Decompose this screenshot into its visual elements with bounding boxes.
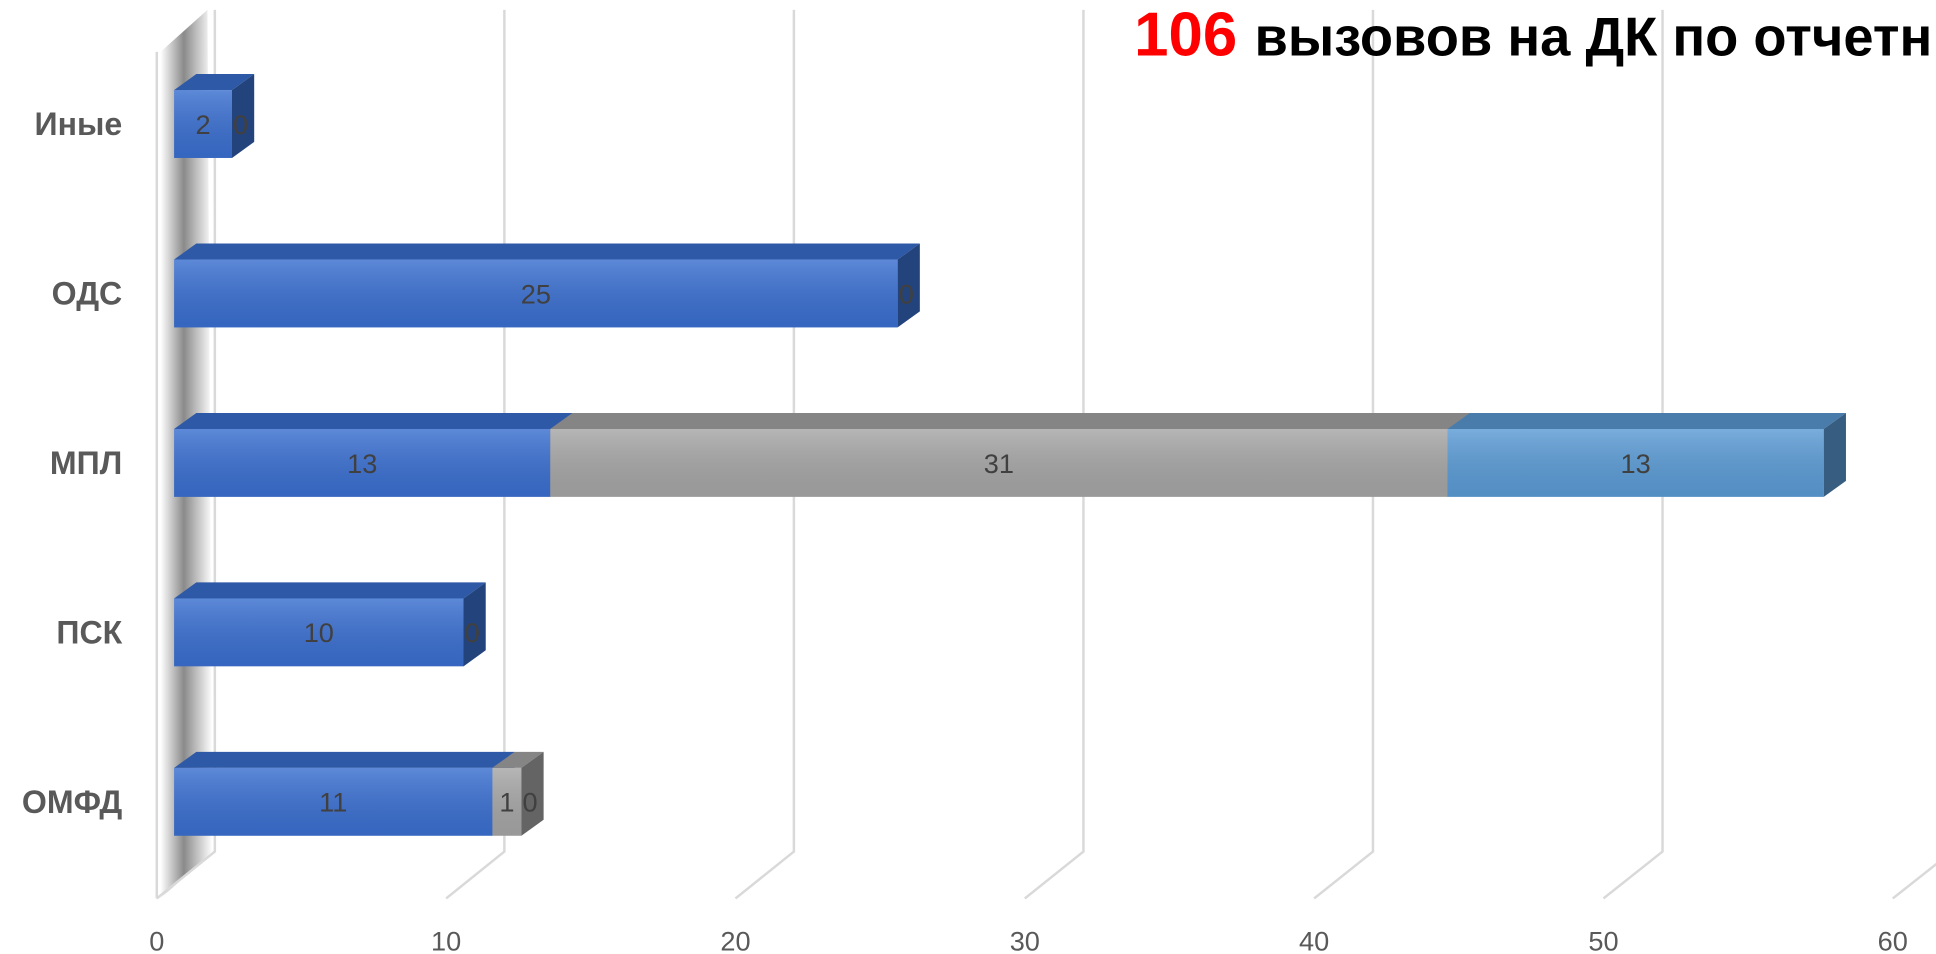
bar-side <box>463 582 486 667</box>
bar-shade <box>550 428 1448 497</box>
grid-line <box>1313 9 1375 900</box>
category-label: ОДС <box>52 276 123 312</box>
value-label: 13 <box>1621 448 1651 479</box>
title-number: 106 <box>1134 1 1237 70</box>
bar-side <box>231 74 255 158</box>
title-text: вызовов на ДК по отчетн <box>1254 7 1932 68</box>
bar-top <box>1447 412 1846 429</box>
value-label: 25 <box>521 278 551 309</box>
bar-top <box>174 74 255 91</box>
category-label: ОМФД <box>22 784 122 820</box>
bar-top <box>550 412 1470 429</box>
x-tick-label: 60 <box>1878 925 1908 954</box>
value-label: 0 <box>522 787 537 818</box>
value-label: 0 <box>465 617 480 648</box>
bar-shade <box>174 428 551 497</box>
value-label: 0 <box>233 109 248 140</box>
bar-shade <box>492 767 522 836</box>
bar-shade <box>1447 428 1824 497</box>
value-label: 2 <box>195 109 210 140</box>
grid-line <box>1602 9 1664 900</box>
value-label: 1 <box>499 787 514 818</box>
bar-side <box>1823 412 1846 497</box>
value-label: 0 <box>465 617 480 648</box>
value-label: 0 <box>233 109 248 140</box>
x-tick-label: 0 <box>149 925 164 954</box>
x-tick-label: 30 <box>1010 925 1040 954</box>
chart-title: 106 вызовов на ДК по отчетн <box>1134 1 1932 70</box>
bar-top <box>174 751 515 768</box>
category-label: Иные <box>35 106 123 142</box>
category-label: МПЛ <box>50 445 122 481</box>
bar-side <box>897 243 920 328</box>
category-label: ПСК <box>56 614 122 650</box>
x-tick-label: 50 <box>1588 925 1618 954</box>
x-tick-label: 40 <box>1299 925 1329 954</box>
value-label: 0 <box>899 278 914 309</box>
value-label: 13 <box>347 448 377 479</box>
bar-top <box>174 582 486 599</box>
bar-top <box>174 243 920 260</box>
value-label: 0 <box>899 278 914 309</box>
bar-shade <box>174 598 464 667</box>
x-tick-label: 20 <box>720 925 750 954</box>
bar-side <box>521 751 544 836</box>
grid-line <box>1892 862 1936 900</box>
bar-shade <box>174 259 898 328</box>
value-label: 11 <box>319 787 347 818</box>
value-label: 31 <box>984 448 1014 479</box>
bar-top <box>174 412 573 429</box>
bar-top <box>492 751 544 768</box>
value-label: 10 <box>304 617 334 648</box>
grid-line <box>1024 9 1085 900</box>
bar-shade <box>174 90 232 158</box>
bar-shade <box>174 767 493 836</box>
x-tick-label: 10 <box>431 925 461 954</box>
